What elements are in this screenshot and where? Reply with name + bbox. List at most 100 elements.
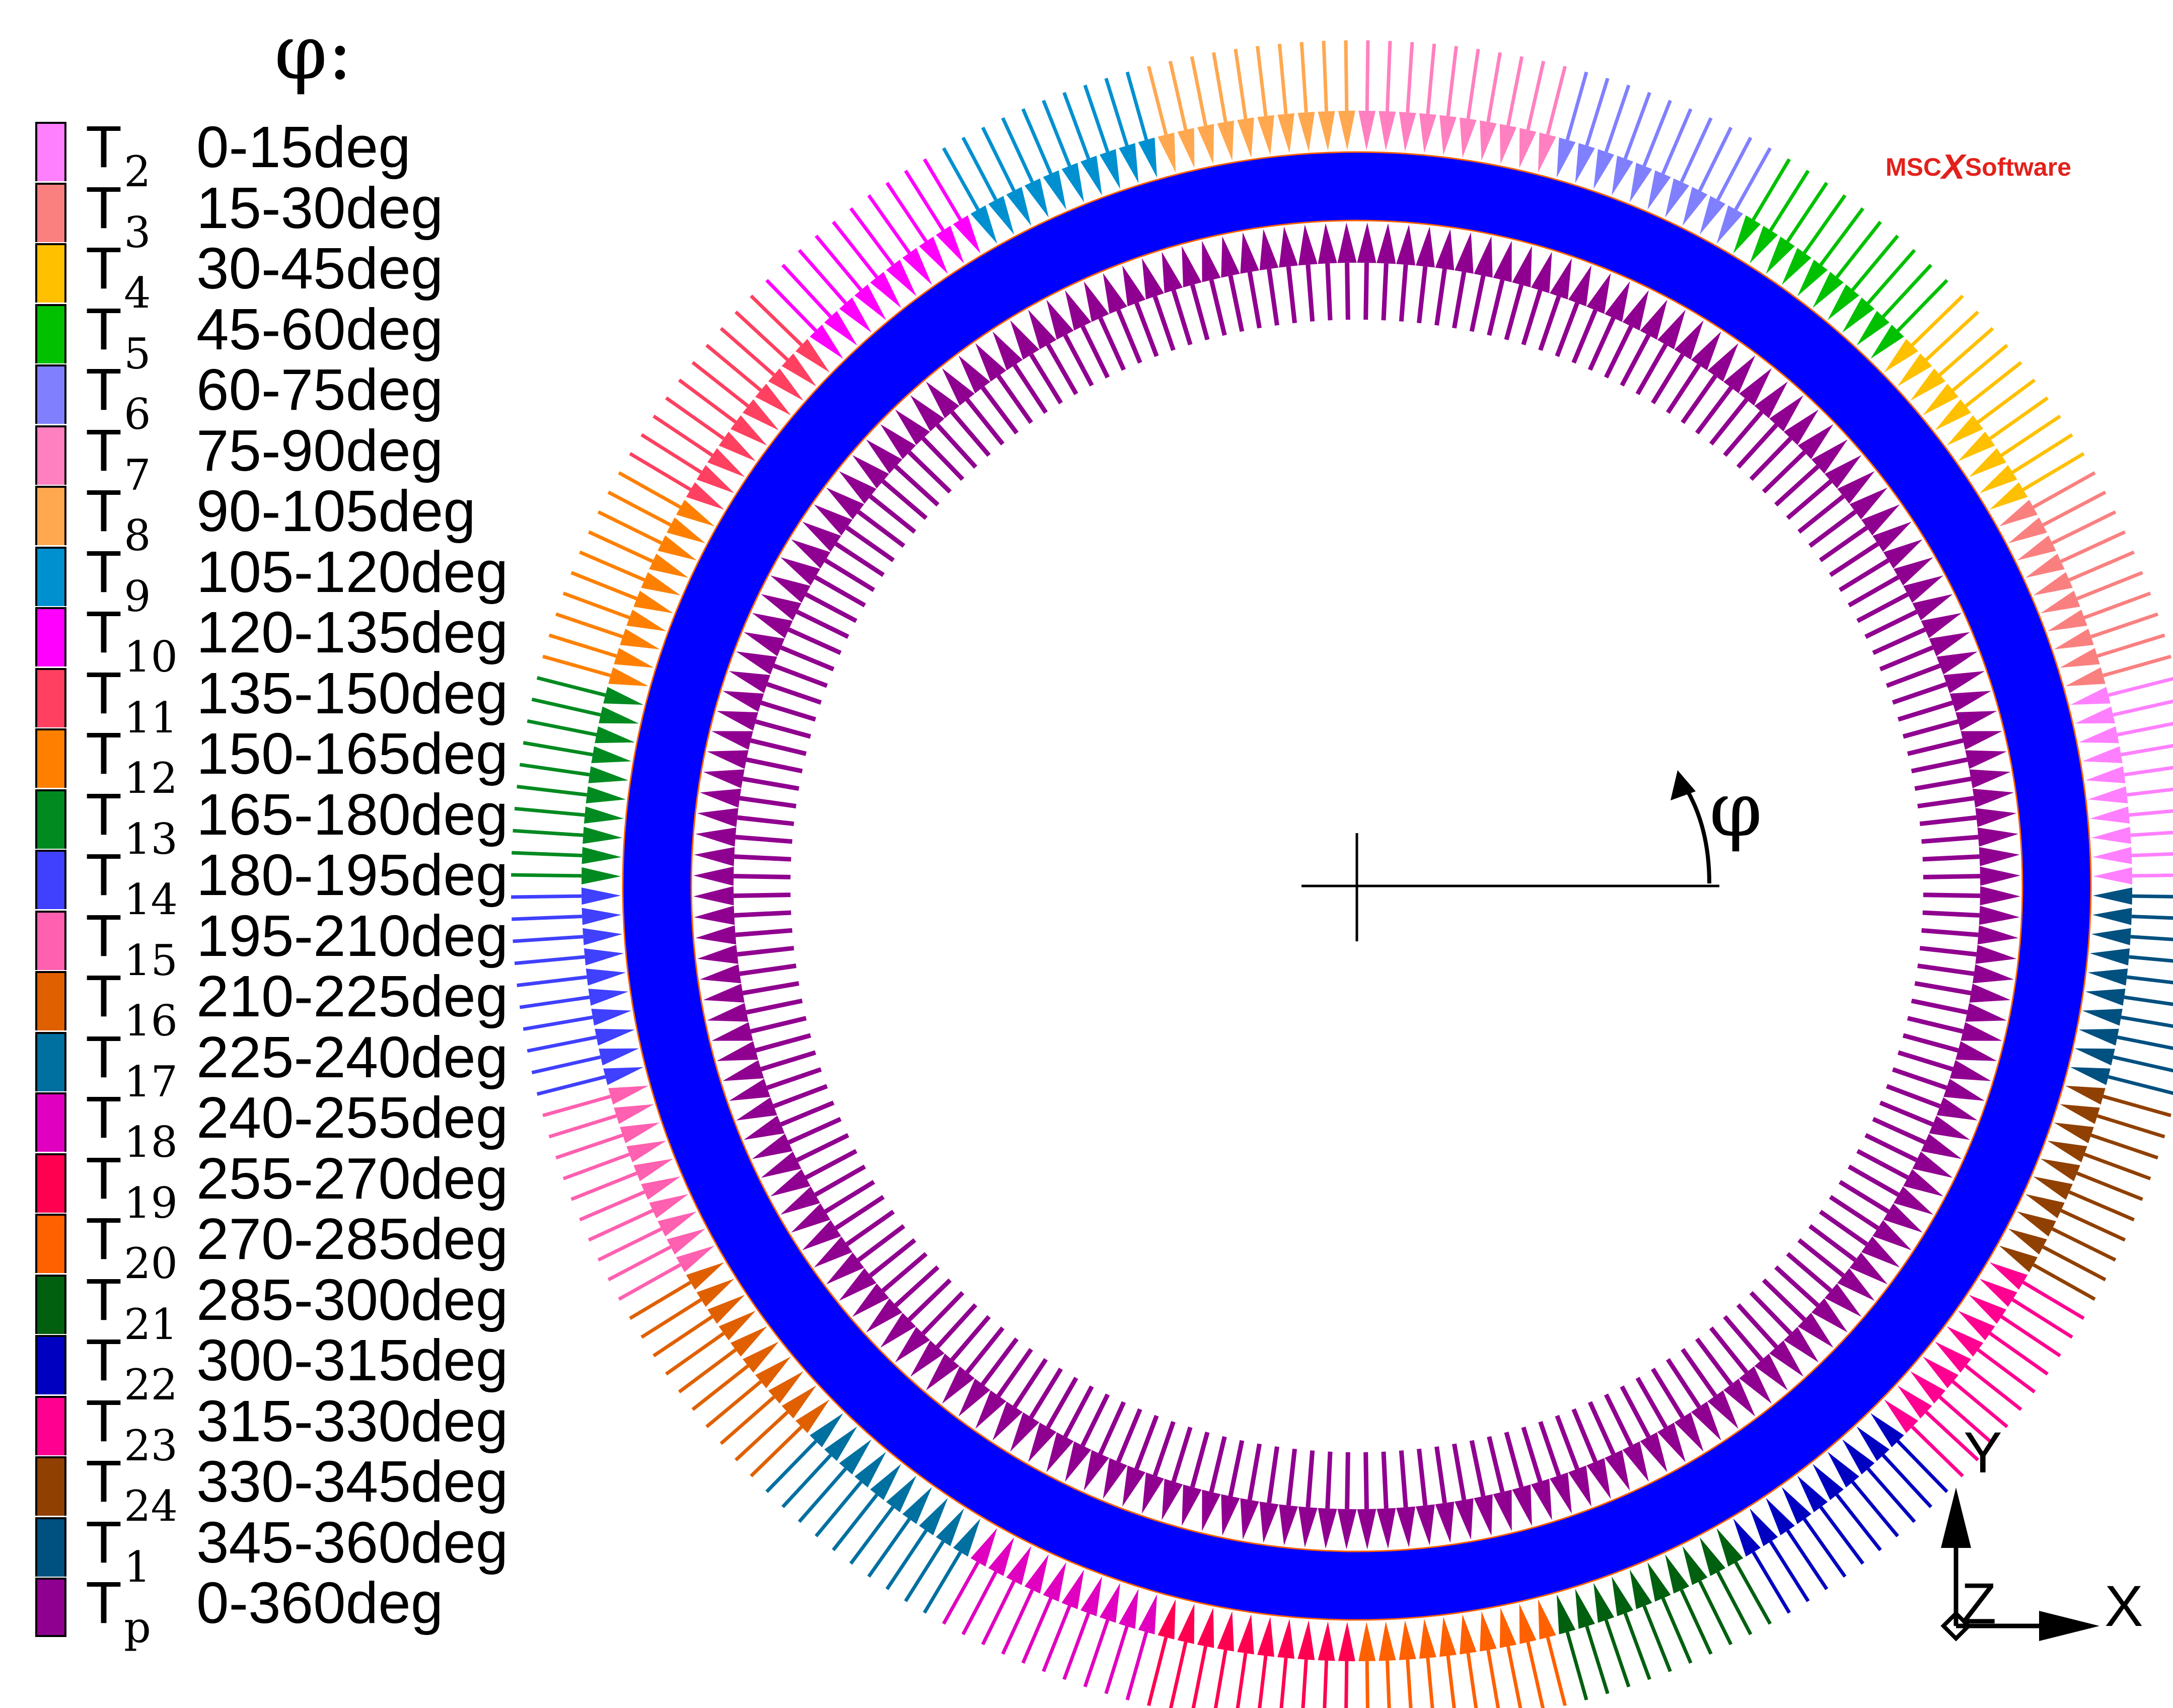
outer-pressure-arrow bbox=[1781, 194, 1847, 285]
outer-arrow-head bbox=[1856, 311, 1890, 346]
inner-arrow-shaft bbox=[1209, 279, 1227, 336]
inner-arrow-shaft bbox=[894, 465, 939, 507]
outer-pressure-arrow bbox=[750, 1399, 830, 1477]
load-name-subscript: 13 bbox=[124, 814, 178, 864]
inner-pressure-arrow bbox=[1892, 671, 1985, 705]
outer-arrow-shaft bbox=[1446, 1655, 1456, 1708]
outer-arrow-shaft bbox=[513, 935, 584, 943]
outer-arrow-shaft bbox=[2090, 1133, 2158, 1160]
inner-pressure-arrow bbox=[1723, 381, 1788, 457]
outer-pressure-arrow bbox=[548, 1104, 654, 1139]
inner-arrow-shaft bbox=[1922, 854, 1980, 862]
inner-pressure-arrow bbox=[1922, 847, 2020, 866]
outer-arrow-shaft bbox=[1698, 1580, 1733, 1646]
inner-pressure-arrow bbox=[1538, 258, 1572, 351]
outer-pressure-arrow bbox=[1979, 1279, 2073, 1339]
legend-item-T11: T11 135-150deg bbox=[35, 663, 554, 742]
inner-pressure-arrow bbox=[975, 1348, 1033, 1429]
outer-arrow-head bbox=[1856, 1426, 1890, 1461]
outer-arrow-shaft bbox=[1486, 1650, 1500, 1708]
outer-arrow-shaft bbox=[1565, 1631, 1588, 1700]
outer-arrow-shaft bbox=[1661, 108, 1693, 175]
outer-arrow-shaft bbox=[2022, 452, 2085, 491]
outer-pressure-arrow bbox=[1021, 1562, 1066, 1664]
outer-arrow-head bbox=[919, 1498, 948, 1535]
inner-arrow-head bbox=[1279, 1504, 1298, 1546]
outer-arrow-shaft bbox=[781, 1454, 832, 1509]
legend-swatch bbox=[35, 1153, 66, 1213]
inner-arrow-head bbox=[852, 455, 889, 489]
outer-arrow-head bbox=[1766, 1498, 1795, 1535]
inner-arrow-shaft bbox=[894, 1265, 939, 1307]
outer-arrow-head bbox=[707, 1295, 745, 1324]
outer-arrow-shaft bbox=[512, 914, 583, 921]
outer-arrow-shaft bbox=[1989, 1331, 2049, 1376]
inner-arrow-head bbox=[716, 711, 758, 731]
inner-arrow-head bbox=[700, 788, 742, 808]
inner-pressure-arrow bbox=[780, 557, 866, 608]
outer-arrow-shaft bbox=[1125, 71, 1148, 140]
inner-arrow-shaft bbox=[1879, 645, 1934, 672]
outer-arrow-shaft bbox=[1819, 207, 1864, 266]
outer-pressure-arrow bbox=[1499, 56, 1524, 165]
outer-arrow-shaft bbox=[2096, 1114, 2165, 1139]
load-name-subscript: 10 bbox=[124, 632, 178, 682]
inner-arrow-shaft bbox=[1872, 627, 1926, 655]
legend-load-name: T3 bbox=[86, 178, 151, 257]
legend-angle-range: 255-270deg bbox=[196, 1145, 509, 1211]
inner-arrow-head bbox=[1122, 1465, 1146, 1507]
outer-arrow-head bbox=[1612, 1576, 1633, 1616]
inner-arrow-shaft bbox=[1886, 663, 1941, 688]
inner-arrow-head bbox=[895, 409, 930, 445]
outer-arrow-shaft bbox=[2060, 530, 2126, 563]
inner-pressure-arrow bbox=[1864, 594, 1953, 639]
inner-arrow-shaft bbox=[1171, 289, 1193, 346]
load-name-subscript: 1 bbox=[124, 1542, 151, 1592]
inner-pressure-arrow bbox=[700, 963, 796, 984]
outer-arrow-head bbox=[1217, 1611, 1234, 1652]
legend-load-name: T12 bbox=[86, 723, 178, 803]
inner-arrow-shaft bbox=[869, 494, 916, 534]
inner-arrow-shaft bbox=[1209, 1436, 1227, 1493]
outer-pressure-arrow bbox=[1575, 1589, 1610, 1694]
outer-arrow-shaft bbox=[531, 1055, 601, 1075]
outer-pressure-arrow bbox=[815, 235, 887, 320]
load-name-base: T bbox=[86, 1509, 122, 1576]
inner-arrow-shaft bbox=[1620, 1385, 1651, 1438]
legend-angle-range: 75-90deg bbox=[196, 417, 444, 483]
outer-pressure-arrow bbox=[562, 591, 667, 631]
outer-pressure-arrow bbox=[1021, 108, 1066, 210]
outer-arrow-head bbox=[1716, 205, 1744, 244]
inner-pressure-arrow bbox=[711, 1016, 807, 1041]
inner-arrow-shaft bbox=[857, 510, 906, 548]
outer-arrow-head bbox=[696, 1279, 735, 1307]
inner-pressure-arrow bbox=[1587, 1401, 1630, 1491]
outer-arrow-shaft bbox=[1486, 52, 1502, 122]
outer-arrow-shaft bbox=[2076, 571, 2143, 601]
outer-arrow-head bbox=[1989, 1262, 2028, 1290]
outer-pressure-arrow bbox=[2074, 1048, 2173, 1073]
outer-arrow-head bbox=[810, 1413, 843, 1447]
outer-arrow-head bbox=[1813, 1464, 1844, 1500]
inner-arrow-shaft bbox=[1286, 266, 1297, 324]
inner-arrow-head bbox=[1849, 487, 1888, 519]
legend-angle-range: 60-75deg bbox=[196, 357, 444, 422]
inner-arrow-shaft bbox=[1521, 289, 1543, 346]
outer-pressure-arrow bbox=[2078, 1028, 2173, 1051]
outer-pressure-arrow bbox=[1884, 1399, 1964, 1477]
inner-pressure-arrow bbox=[744, 1100, 835, 1140]
outer-arrow-shaft bbox=[2068, 550, 2135, 582]
outer-pressure-arrow bbox=[1647, 1562, 1693, 1664]
outer-arrow-head bbox=[1297, 112, 1315, 152]
outer-arrow-head bbox=[839, 297, 872, 333]
inner-arrow-shaft bbox=[1555, 302, 1579, 357]
legend-swatch bbox=[35, 910, 66, 970]
outer-arrow-head bbox=[1969, 1295, 2006, 1324]
outer-arrow-shaft bbox=[1897, 1440, 1948, 1493]
inner-arrow-shaft bbox=[1829, 1195, 1879, 1230]
outer-arrow-head bbox=[1439, 1616, 1457, 1657]
inner-arrow-head bbox=[992, 331, 1023, 370]
outer-arrow-head bbox=[1910, 368, 1946, 401]
inner-pressure-arrow bbox=[703, 769, 800, 791]
outer-arrow-head bbox=[768, 368, 804, 401]
